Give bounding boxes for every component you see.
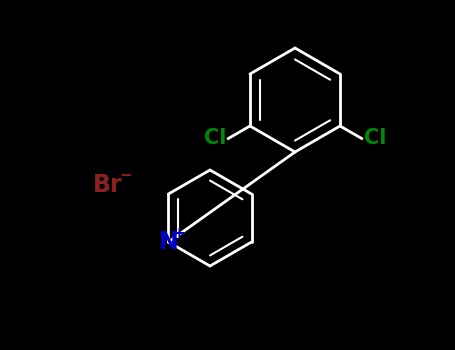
Text: Cl: Cl: [364, 128, 386, 148]
Text: Br: Br: [93, 173, 123, 197]
Text: +: +: [172, 226, 185, 242]
Text: −: −: [120, 168, 132, 183]
Text: Cl: Cl: [204, 128, 226, 148]
Text: N: N: [158, 230, 178, 254]
